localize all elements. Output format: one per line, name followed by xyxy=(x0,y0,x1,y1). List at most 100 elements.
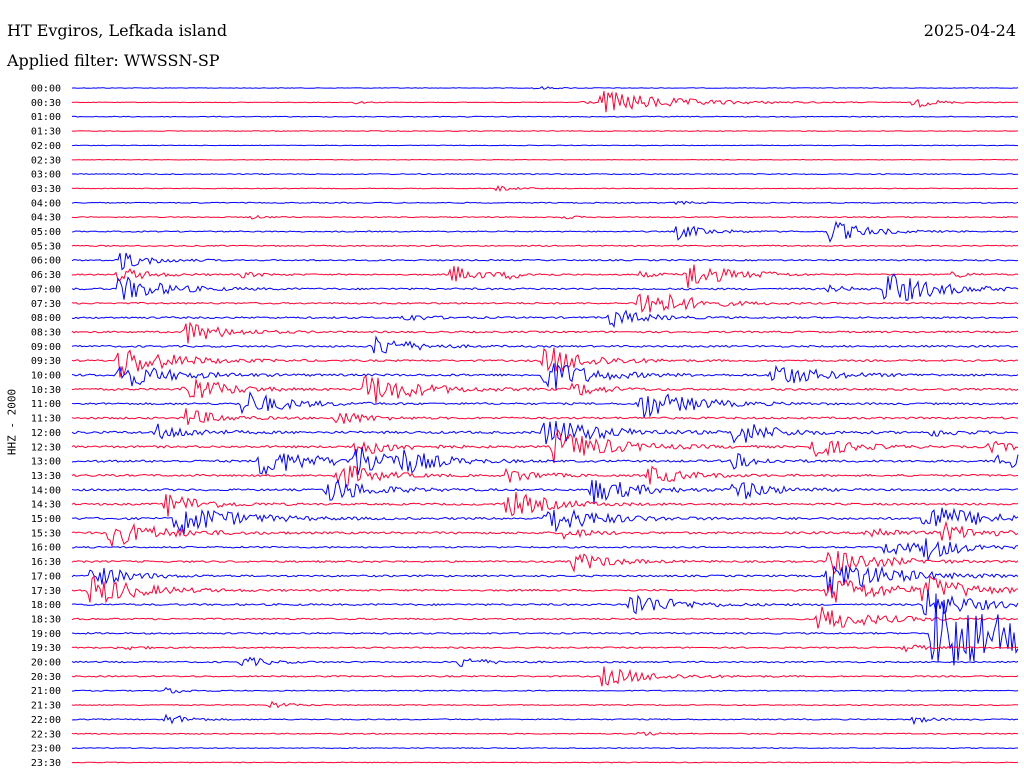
row-time-label: 14:30 xyxy=(31,500,61,511)
row-time-label: 01:30 xyxy=(31,127,61,138)
trace-row-1200 xyxy=(71,421,1019,445)
trace-row-2330 xyxy=(71,761,1019,764)
trace-row-1500 xyxy=(71,507,1019,535)
trace-row-0830 xyxy=(71,321,1019,344)
row-time-label: 22:00 xyxy=(31,715,61,726)
trace-row-1630 xyxy=(71,550,1019,575)
row-time-label: 23:00 xyxy=(31,744,61,755)
row-time-label: 19:00 xyxy=(31,629,61,640)
trace-row-1600 xyxy=(72,538,1019,561)
row-time-label: 07:30 xyxy=(31,299,61,310)
trace-row-0400 xyxy=(71,200,1019,206)
row-label-group: 00:00 00:30 01:00 01:30 02:00 02:30 03:00 03:30… xyxy=(31,84,61,769)
row-time-label: 17:00 xyxy=(31,571,61,582)
row-time-label: 08:30 xyxy=(31,327,61,338)
trace-row-2300 xyxy=(71,747,1018,750)
trace-row-1000 xyxy=(71,363,1019,390)
row-time-label: 19:30 xyxy=(31,643,61,654)
row-time-label: 07:00 xyxy=(31,284,61,295)
trace-row-0730 xyxy=(71,293,1019,313)
row-time-label: 12:30 xyxy=(31,442,61,453)
row-time-label: 03:00 xyxy=(31,170,61,181)
row-time-label: 02:30 xyxy=(31,155,61,166)
trace-row-1300 xyxy=(71,446,1019,476)
row-time-label: 21:30 xyxy=(31,701,61,712)
trace-row-1730 xyxy=(71,574,1019,604)
trace-row-2200 xyxy=(71,713,1019,726)
trace-row-0200 xyxy=(71,144,1018,147)
trace-row-2100 xyxy=(71,686,1019,694)
trace-row-1230 xyxy=(71,429,1019,464)
trace-row-2030 xyxy=(71,666,1019,687)
row-time-label: 05:00 xyxy=(31,227,61,238)
row-time-label: 00:30 xyxy=(31,98,61,109)
trace-row-1530 xyxy=(71,520,1019,547)
trace-row-0130 xyxy=(71,130,1019,132)
row-time-label: 00:00 xyxy=(31,84,61,95)
trace-row-1800 xyxy=(71,589,1019,616)
trace-row-0500 xyxy=(71,220,1019,243)
trace-row-0030 xyxy=(71,90,1019,113)
row-time-label: 13:30 xyxy=(31,471,61,482)
trace-row-2000 xyxy=(71,656,1019,667)
trace-row-0800 xyxy=(71,309,1019,329)
row-time-label: 04:00 xyxy=(31,198,61,209)
row-time-label: 09:30 xyxy=(31,356,61,367)
trace-row-0000 xyxy=(71,86,1019,90)
row-time-label: 22:30 xyxy=(31,729,61,740)
trace-row-0600 xyxy=(71,252,1019,271)
row-time-label: 17:30 xyxy=(31,586,61,597)
row-time-label: 12:00 xyxy=(31,428,61,439)
station-name: HT Evgiros, Lefkada island xyxy=(7,21,228,40)
trace-row-0700 xyxy=(71,273,1019,301)
row-time-label: 06:00 xyxy=(31,256,61,267)
row-time-label: 15:00 xyxy=(31,514,61,525)
trace-row-0300 xyxy=(71,173,1019,176)
trace-row-0330 xyxy=(71,184,1019,193)
trace-row-1930 xyxy=(71,644,1019,653)
trace-group xyxy=(71,86,1019,764)
trace-row-1130 xyxy=(71,408,1019,426)
trace-row-1100 xyxy=(71,391,1019,418)
row-time-label: 08:00 xyxy=(31,313,61,324)
row-time-label: 18:00 xyxy=(31,600,61,611)
trace-row-1900 xyxy=(71,593,1019,666)
trace-row-0630 xyxy=(71,264,1019,288)
row-time-label: 23:30 xyxy=(31,758,61,769)
row-time-label: 05:30 xyxy=(31,241,61,252)
row-time-label: 09:00 xyxy=(31,342,61,353)
row-time-label: 06:30 xyxy=(31,270,61,281)
trace-row-1700 xyxy=(71,565,1019,594)
row-time-label: 10:30 xyxy=(31,385,61,396)
row-time-label: 15:30 xyxy=(31,528,61,539)
trace-row-0530 xyxy=(71,244,1019,247)
trace-row-2230 xyxy=(71,731,1019,737)
row-time-label: 20:00 xyxy=(31,658,61,669)
trace-row-1830 xyxy=(71,606,1019,629)
trace-row-0430 xyxy=(71,214,1019,220)
trace-row-0900 xyxy=(71,335,1019,354)
row-time-label: 03:30 xyxy=(31,184,61,195)
row-time-label: 16:00 xyxy=(31,543,61,554)
row-time-label: 10:00 xyxy=(31,371,61,382)
row-time-label: 14:00 xyxy=(31,485,61,496)
row-time-label: 13:00 xyxy=(31,457,61,468)
trace-row-1330 xyxy=(71,465,1019,488)
filter-label: Applied filter: WWSSN-SP xyxy=(7,51,220,70)
trace-row-2130 xyxy=(71,700,1019,709)
row-time-label: 21:00 xyxy=(31,686,61,697)
row-time-label: 16:30 xyxy=(31,557,61,568)
trace-row-0930 xyxy=(71,347,1019,378)
record-date: 2025-04-24 xyxy=(923,21,1016,40)
row-time-label: 11:30 xyxy=(31,414,61,425)
row-time-label: 02:00 xyxy=(31,141,61,152)
row-time-label: 18:30 xyxy=(31,614,61,625)
row-time-label: 01:00 xyxy=(31,112,61,123)
row-time-label: 04:30 xyxy=(31,213,61,224)
trace-row-0100 xyxy=(71,115,1019,118)
trace-row-1400 xyxy=(71,479,1019,505)
row-time-label: 20:30 xyxy=(31,672,61,683)
trace-row-1430 xyxy=(71,491,1019,517)
trace-row-0230 xyxy=(72,158,1019,161)
